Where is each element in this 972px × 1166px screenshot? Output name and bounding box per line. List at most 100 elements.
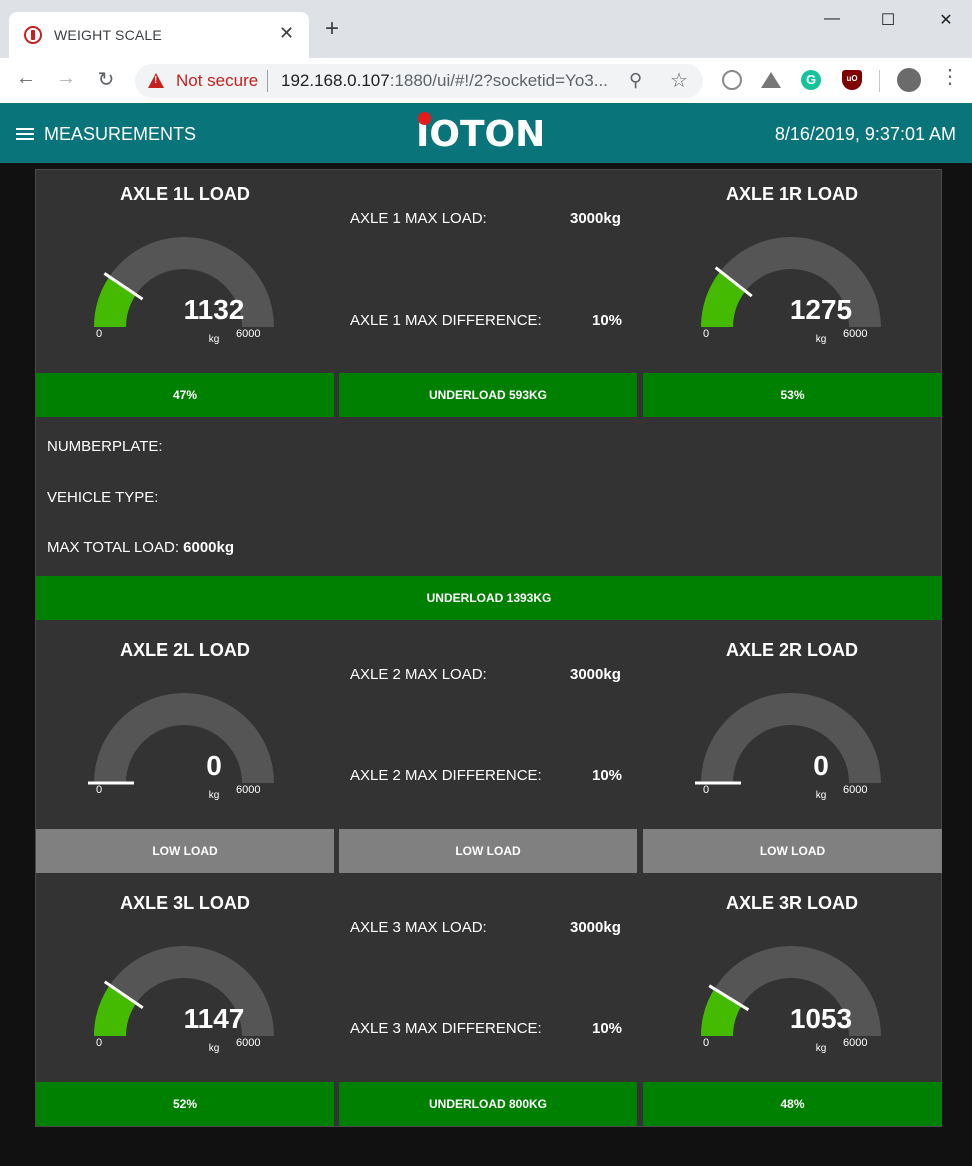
axle-2r-title: AXLE 2R LOAD: [725, 640, 858, 660]
axle-3r-gauge: 1053 kg 0 6000: [691, 941, 891, 1061]
reload-icon[interactable]: ↻: [97, 69, 115, 91]
bookmark-star-icon[interactable]: ☆: [670, 70, 688, 92]
axle-3-max-diff-label: AXLE 3 MAX DIFFERENCE:: [350, 1020, 542, 1037]
gauge-unit: kg: [208, 334, 220, 345]
gauge-min: 0: [96, 328, 103, 340]
axle-3-status: UNDERLOAD 800KG: [339, 1082, 637, 1126]
gauge-min: 0: [96, 1037, 103, 1049]
gauge-max: 6000: [236, 1037, 261, 1049]
grammarly-extension-icon[interactable]: G: [801, 70, 821, 90]
gauge-value: 1132: [183, 294, 245, 325]
axle-3l-status: 52%: [36, 1082, 334, 1126]
minimize-icon[interactable]: —: [824, 10, 840, 27]
menu-icon[interactable]: [16, 128, 34, 140]
gauge-max: 6000: [236, 784, 261, 796]
gauge-min: 0: [96, 784, 103, 796]
page-title: MEASUREMENTS: [44, 124, 197, 144]
gauge-min: 0: [703, 784, 710, 796]
toolbar-separator: [879, 70, 880, 92]
gauge-needle: [103, 980, 144, 1009]
axle-1-max-diff-label: AXLE 1 MAX DIFFERENCE:: [350, 312, 542, 329]
axle-2l-gauge: 0 kg 0 6000: [84, 688, 284, 808]
gauge-needle: [714, 266, 753, 298]
url-path: :1880/ui/#!/2?socketid=Yo3...: [389, 71, 608, 90]
gauge-unit: kg: [815, 1043, 827, 1054]
browser-tab[interactable]: WEIGHT SCALE ✕: [9, 12, 309, 58]
axle-1-status: UNDERLOAD 593KG: [339, 373, 637, 417]
axle-1r-title: AXLE 1R LOAD: [725, 184, 858, 204]
zoom-icon[interactable]: ⚲: [629, 70, 643, 90]
not-secure-label[interactable]: Not secure: [176, 71, 259, 90]
axle-2-status: LOW LOAD: [339, 829, 637, 873]
tab-title: WEIGHT SCALE: [54, 27, 162, 43]
warning-icon: [148, 73, 164, 88]
gauge-track: [701, 237, 881, 327]
globe-extension-icon[interactable]: [722, 70, 742, 90]
axle-2l-title: AXLE 2L LOAD: [120, 640, 250, 660]
axle-2r-status: LOW LOAD: [643, 829, 942, 873]
numberplate-label: NUMBERPLATE:: [47, 438, 163, 455]
axle-1l-gauge: 1132 kg 0 6000: [84, 232, 284, 352]
axle-1l-title: AXLE 1L LOAD: [120, 184, 250, 204]
gauge-track: [94, 237, 274, 327]
maximize-icon[interactable]: ☐: [880, 12, 896, 29]
gauge-unit: kg: [815, 334, 827, 345]
vehicle-type-label: VEHICLE TYPE:: [47, 489, 159, 506]
header-datetime: 8/16/2019, 9:37:01 AM: [774, 124, 956, 144]
app-header: MEASUREMENTS IOTON 8/16/2019, 9:37:01 AM: [0, 103, 972, 163]
axle-3-max-load-label: AXLE 3 MAX LOAD:: [350, 919, 487, 936]
back-icon[interactable]: ←: [16, 67, 36, 89]
ioton-logo: IOTON: [416, 111, 545, 155]
axle-2r-gauge: 0 kg 0 6000: [691, 688, 891, 808]
max-total-load: MAX TOTAL LOAD: 6000kg: [47, 539, 234, 556]
gauge-value: 1053: [789, 1003, 853, 1034]
axle-3l-gauge: 1147 kg 0 6000: [84, 941, 284, 1061]
max-total-load-value: 6000kg: [183, 539, 235, 556]
axle-3r-title: AXLE 3R LOAD: [725, 893, 858, 913]
drive-extension-icon[interactable]: [761, 72, 781, 88]
axle-1l-status: 47%: [36, 373, 334, 417]
gauge-value: 1275: [789, 294, 853, 325]
address-bar[interactable]: Not secure 192.168.0.107:1880/ui/#!/2?so…: [135, 64, 703, 98]
axle-1-max-load-label: AXLE 1 MAX LOAD:: [350, 210, 487, 227]
logo-dot: [418, 112, 431, 125]
url-host: 192.168.0.107: [281, 71, 390, 90]
logo-text: IOTON: [416, 114, 546, 155]
axle-2-max-diff-label: AXLE 2 MAX DIFFERENCE:: [350, 767, 542, 784]
gauge-fill: [94, 985, 137, 1036]
gauge-needle: [708, 984, 750, 1012]
gauge-track: [94, 693, 274, 783]
gauge-value: 1147: [183, 1003, 245, 1034]
forward-icon[interactable]: →: [56, 67, 76, 89]
gauge-unit: kg: [815, 790, 827, 801]
close-tab-icon[interactable]: ✕: [279, 23, 295, 43]
axle-2-max-load-value: 3000kg: [570, 666, 621, 683]
ublock-extension-icon[interactable]: uO: [842, 70, 862, 90]
browser-menu-icon[interactable]: ⋮: [940, 66, 960, 88]
browser-tab-strip: WEIGHT SCALE ✕ + — ☐ ✕: [0, 0, 972, 58]
close-window-icon[interactable]: ✕: [939, 12, 953, 29]
gauge-unit: kg: [208, 1043, 220, 1054]
axle-1-max-load-value: 3000kg: [570, 210, 621, 227]
browser-toolbar: ← → ↻ Not secure 192.168.0.107:1880/ui/#…: [0, 58, 972, 103]
axle-2-max-load-label: AXLE 2 MAX LOAD:: [350, 666, 487, 683]
profile-avatar[interactable]: [897, 68, 921, 92]
favicon-icon: [24, 26, 42, 44]
gauge-max: 6000: [843, 1037, 868, 1049]
gauge-min: 0: [703, 328, 710, 340]
axle-2-max-diff-value: 10%: [592, 767, 623, 784]
axle-2l-status: LOW LOAD: [36, 829, 334, 873]
gauge-max: 6000: [843, 784, 868, 796]
url-text[interactable]: 192.168.0.107:1880/ui/#!/2?socketid=Yo3.…: [281, 71, 608, 91]
new-tab-icon[interactable]: +: [325, 15, 340, 42]
gauge-max: 6000: [843, 328, 868, 340]
gauge-track: [701, 946, 881, 1036]
total-load-status: UNDERLOAD 1393KG: [36, 576, 942, 620]
gauge-max: 6000: [236, 328, 261, 340]
gauge-unit: kg: [208, 790, 220, 801]
axle-1-max-diff-value: 10%: [592, 312, 623, 329]
axle-1r-status: 53%: [643, 373, 942, 417]
gauge-min: 0: [703, 1037, 710, 1049]
axle-1r-gauge: 1275 kg 0 6000: [691, 232, 891, 352]
axle-3r-status: 48%: [643, 1082, 942, 1126]
